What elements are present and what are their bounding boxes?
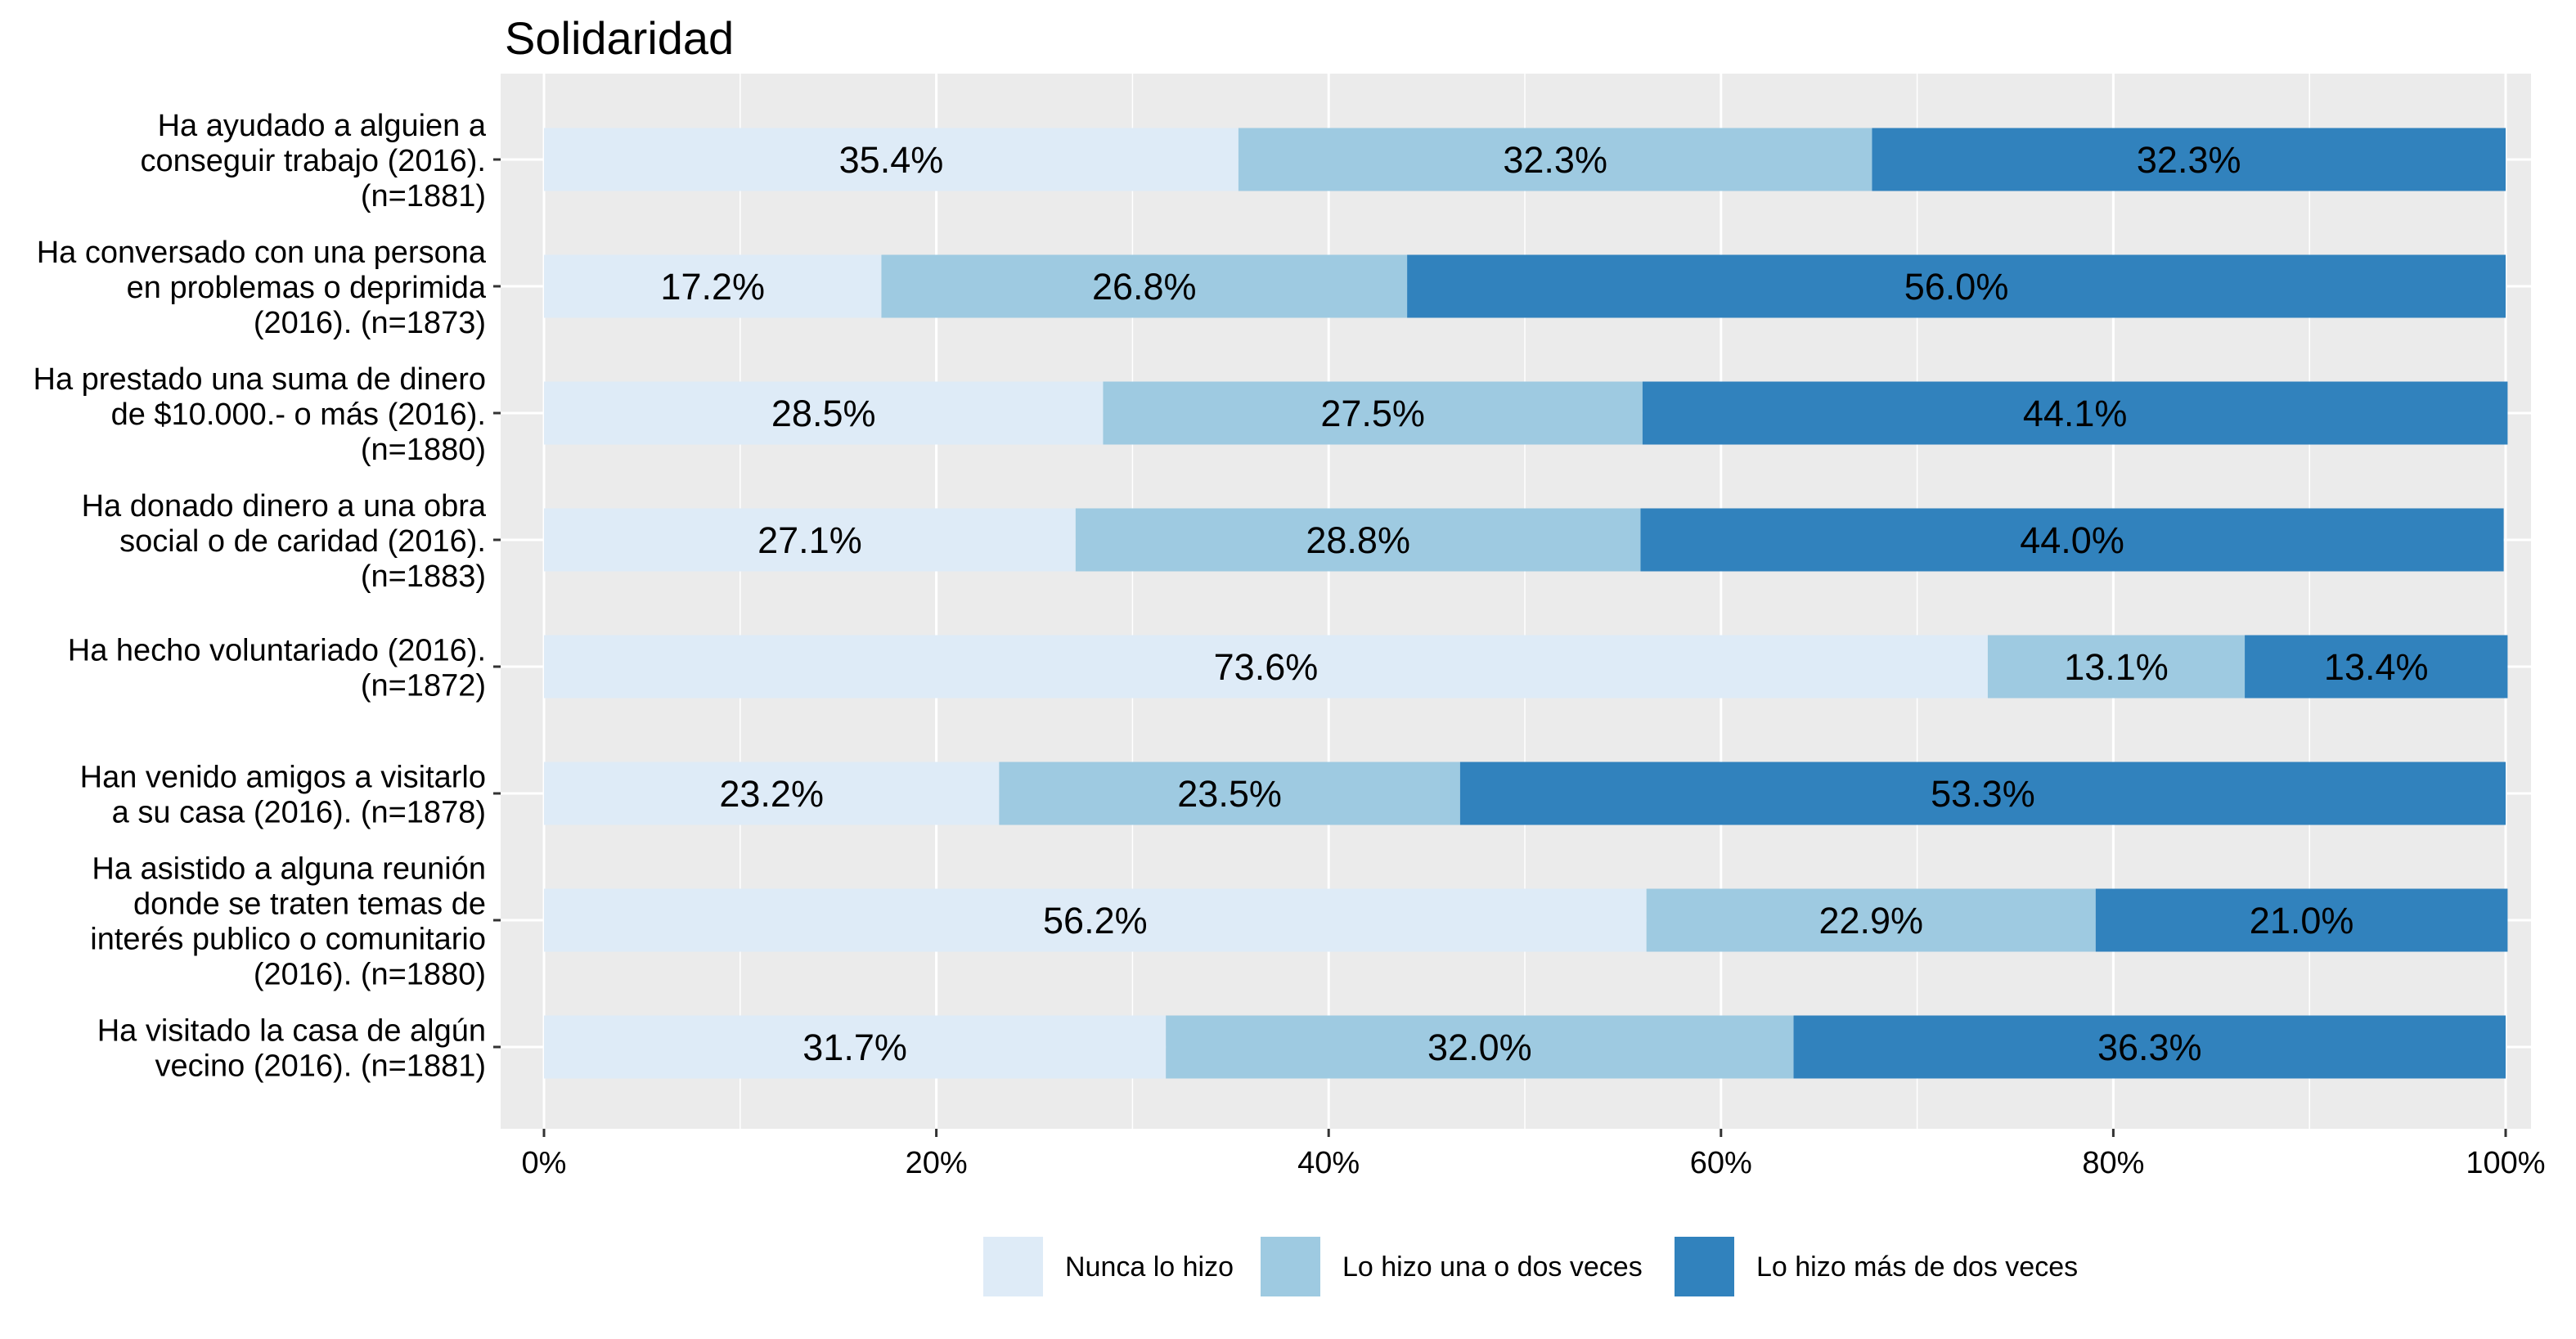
bar-segment [1166, 1015, 1794, 1079]
bar-data-label: 44.1% [2023, 393, 2128, 434]
bar-segment [544, 508, 1076, 572]
y-tick-label: Ha donado dinero a una obra [82, 489, 487, 523]
y-tick-label: social o de caridad (2016). [119, 524, 486, 559]
bar-data-label: 56.2% [1043, 900, 1148, 941]
bar-segment [544, 888, 1647, 952]
bar-data-label: 23.2% [719, 773, 824, 815]
chart-title: Solidaridad [505, 12, 734, 64]
x-tick-label: 80% [2082, 1146, 2144, 1180]
y-tick-label: interés publico o comunitario [90, 923, 486, 957]
bar-segment [1103, 381, 1643, 445]
bar-data-label: 27.1% [758, 519, 862, 561]
bar-data-label: 32.3% [1503, 139, 1607, 181]
y-tick-label: (n=1883) [361, 559, 486, 594]
bar-data-label: 21.0% [2250, 900, 2354, 941]
y-tick-label: (n=1881) [361, 179, 486, 213]
legend-swatch [983, 1237, 1043, 1296]
bar-segment [1075, 508, 1641, 572]
y-tick-label: Ha asistido a alguna reunión [92, 852, 486, 887]
bar-data-label: 23.5% [1177, 773, 1282, 815]
bar-data-label: 28.8% [1306, 519, 1410, 561]
y-tick-label: vecino (2016). (n=1881) [155, 1049, 486, 1084]
y-tick-label: conseguir trabajo (2016). [141, 144, 486, 178]
bar-segment [1793, 1015, 2506, 1079]
y-tick-label: (n=1880) [361, 433, 486, 467]
bar-data-label: 31.7% [802, 1027, 907, 1068]
bar-data-label: 26.8% [1092, 266, 1197, 308]
y-tick-label: Ha hecho voluntariado (2016). [68, 634, 486, 668]
y-tick-label: (2016). (n=1880) [254, 958, 486, 992]
legend-label: Nunca lo hizo [1065, 1251, 1234, 1283]
plot-panel [501, 74, 2531, 1129]
legend-label: Lo hizo más de dos veces [1756, 1251, 2078, 1283]
legend-label: Lo hizo una o dos veces [1342, 1251, 1643, 1283]
bar-segment [1646, 888, 2096, 952]
y-tick-label: Ha conversado con una persona [37, 236, 487, 270]
bar-segment [1642, 381, 2508, 445]
y-tick-label: Ha visitado la casa de algún [97, 1014, 486, 1049]
y-tick-label: (n=1872) [361, 669, 486, 703]
bar-segment [544, 128, 1239, 191]
bar-segment [544, 381, 1104, 445]
y-tick-label: Han venido amigos a visitarlo [80, 761, 486, 795]
bar-data-label: 73.6% [1214, 646, 1319, 688]
y-tick-label: (2016). (n=1873) [254, 306, 486, 340]
bar-data-label: 32.3% [2137, 139, 2241, 181]
legend-swatch [1261, 1237, 1320, 1296]
bar-data-label: 44.0% [2020, 519, 2124, 561]
bar-data-label: 13.1% [2064, 646, 2169, 688]
y-tick-label: a su casa (2016). (n=1878) [112, 796, 486, 830]
bar-data-label: 13.4% [2324, 646, 2429, 688]
x-tick-label: 0% [522, 1146, 567, 1180]
x-tick-label: 60% [1690, 1146, 1752, 1180]
legend: Nunca lo hizo Lo hizo una o dos veces Lo h… [983, 1237, 2078, 1296]
bar-segment [1238, 128, 1872, 191]
bar-segment [544, 635, 1988, 699]
bar-data-label: 36.3% [2097, 1027, 2202, 1068]
bar-segment [1640, 508, 2504, 572]
y-tick-label: de $10.000.- o más (2016). [111, 398, 486, 432]
bar-segment [1987, 635, 2246, 699]
bar-data-label: 53.3% [1931, 773, 2035, 815]
legend-swatch [1675, 1237, 1734, 1296]
bar-segment [544, 254, 882, 318]
bar-segment [544, 762, 1000, 825]
y-tick-label: Ha ayudado a alguien a [158, 109, 487, 143]
y-tick-label: donde se traten temas de [133, 887, 486, 922]
x-axis: 0% 20% 40% 60% 80% 100% [522, 1129, 2546, 1180]
x-tick-label: 20% [906, 1146, 968, 1180]
bar-data-label: 28.5% [771, 393, 876, 434]
bar-segment [1407, 254, 2506, 318]
bar-data-label: 35.4% [839, 139, 944, 181]
bar-data-labels: 35.4% 32.3% 32.3% 17.2% 26.8% 56.0% 28.5% 27.5%… [660, 139, 2428, 1068]
y-tick-label: en problemas o deprimida [127, 271, 487, 305]
bar-segment [1459, 762, 2506, 825]
bar-segment [881, 254, 1408, 318]
bar-data-label: 22.9% [1818, 900, 1923, 941]
bar-data-label: 32.0% [1427, 1027, 1532, 1068]
bar-segment [2095, 888, 2508, 952]
bar-data-label: 27.5% [1320, 393, 1425, 434]
bar-data-label: 56.0% [1904, 266, 2009, 308]
bar-segment [999, 762, 1460, 825]
bar-data-label: 17.2% [660, 266, 765, 308]
bar-segment [544, 1015, 1167, 1079]
x-tick-label: 40% [1297, 1146, 1360, 1180]
x-tick-label: 100% [2466, 1146, 2545, 1180]
bar-segment [2245, 635, 2508, 699]
bar-segment [1872, 128, 2506, 191]
bars [544, 128, 2508, 1079]
y-tick-label: Ha prestado una suma de dinero [34, 362, 486, 397]
